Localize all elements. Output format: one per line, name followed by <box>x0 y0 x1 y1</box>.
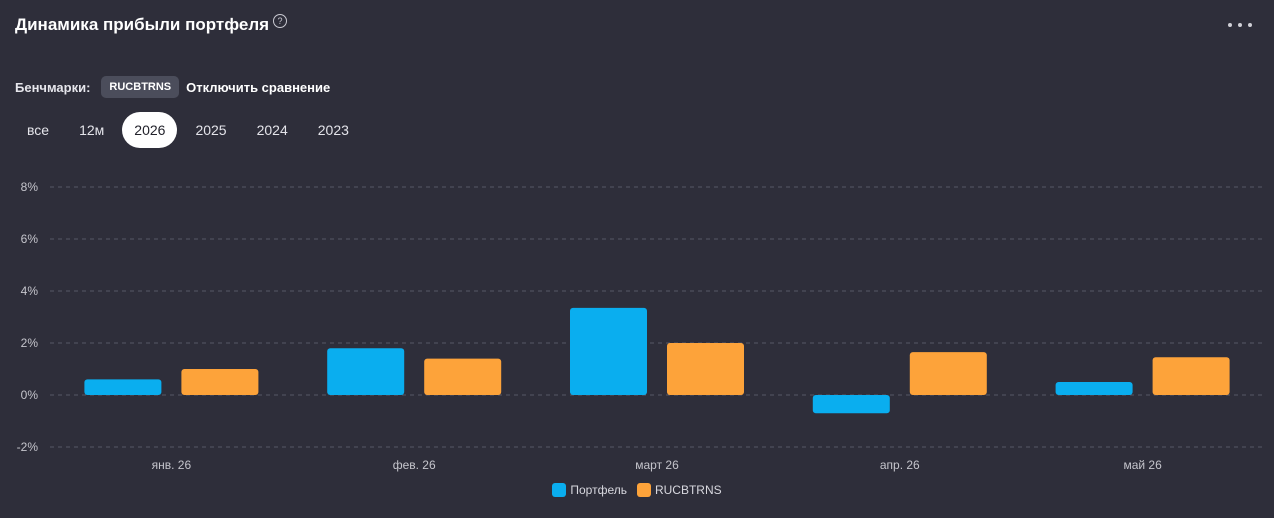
benchmarks-row: Бенчмарки: RUCBTRNS Отключить сравнение <box>15 76 330 98</box>
bar-portfolio <box>570 307 647 395</box>
period-tab-2025[interactable]: 2025 <box>195 122 227 138</box>
x-tick-label: май 26 <box>1123 458 1162 472</box>
x-tick-label: апр. 26 <box>880 458 920 472</box>
bar-benchmark <box>424 358 502 395</box>
y-tick-label: 4% <box>21 284 39 298</box>
benchmarks-label: Бенчмарки: <box>15 79 91 95</box>
ellipsis-icon-dot <box>1248 23 1252 27</box>
benchmark-chip[interactable]: RUCBTRNS <box>101 76 180 98</box>
legend-label-portfolio: Портфель <box>570 483 627 497</box>
chart-legend: Портфель RUCBTRNS <box>0 483 1274 497</box>
legend-item-portfolio[interactable]: Портфель <box>552 483 627 497</box>
period-tab-2023[interactable]: 2023 <box>317 122 349 138</box>
y-tick-label: 0% <box>21 388 39 402</box>
bar-benchmark <box>667 343 744 395</box>
bar-portfolio <box>84 379 162 395</box>
period-tab-all[interactable]: все <box>27 122 50 138</box>
question-circle-icon[interactable]: ? <box>273 14 288 28</box>
disable-comparison-link[interactable]: Отключить сравнение <box>186 79 331 95</box>
period-tab-2026[interactable]: 2026 <box>122 112 178 148</box>
bar-benchmark <box>181 369 259 395</box>
legend-label-benchmark: RUCBTRNS <box>654 483 722 497</box>
bar-portfolio <box>812 395 890 414</box>
bar-portfolio <box>1055 382 1133 395</box>
x-tick-label: март 26 <box>635 458 679 472</box>
y-tick-label: 2% <box>21 336 39 350</box>
widget-title: Динамика прибыли портфеля <box>15 15 270 34</box>
title-row: Динамика прибыли портфеля ? <box>15 11 288 39</box>
legend-swatch-portfolio <box>552 483 567 497</box>
bar-benchmark <box>1152 357 1230 395</box>
legend-swatch-benchmark <box>636 483 651 497</box>
period-tab-12m[interactable]: 12м <box>79 122 105 138</box>
bar-portfolio <box>327 348 405 395</box>
y-tick-label: 8% <box>21 180 39 194</box>
x-tick-label: янв. 26 <box>152 458 192 472</box>
profit-bar-chart: -2% 0% 2% 4% 6% 8% янв. 26 фев. 26 март 26 апр. 2… <box>17 180 1264 472</box>
ellipsis-icon-dot <box>1238 23 1242 27</box>
ellipsis-icon-dot <box>1228 23 1232 27</box>
y-tick-label: -2% <box>17 440 39 454</box>
legend-item-benchmark[interactable]: RUCBTRNS <box>636 483 722 497</box>
period-tab-2024[interactable]: 2024 <box>256 122 288 138</box>
bar-benchmark <box>909 352 987 395</box>
more-options-button[interactable] <box>1228 16 1252 34</box>
x-tick-label: фев. 26 <box>393 458 436 472</box>
period-tabs: все 12м 2026 2025 2024 2023 <box>15 112 367 148</box>
y-tick-label: 6% <box>21 232 39 246</box>
